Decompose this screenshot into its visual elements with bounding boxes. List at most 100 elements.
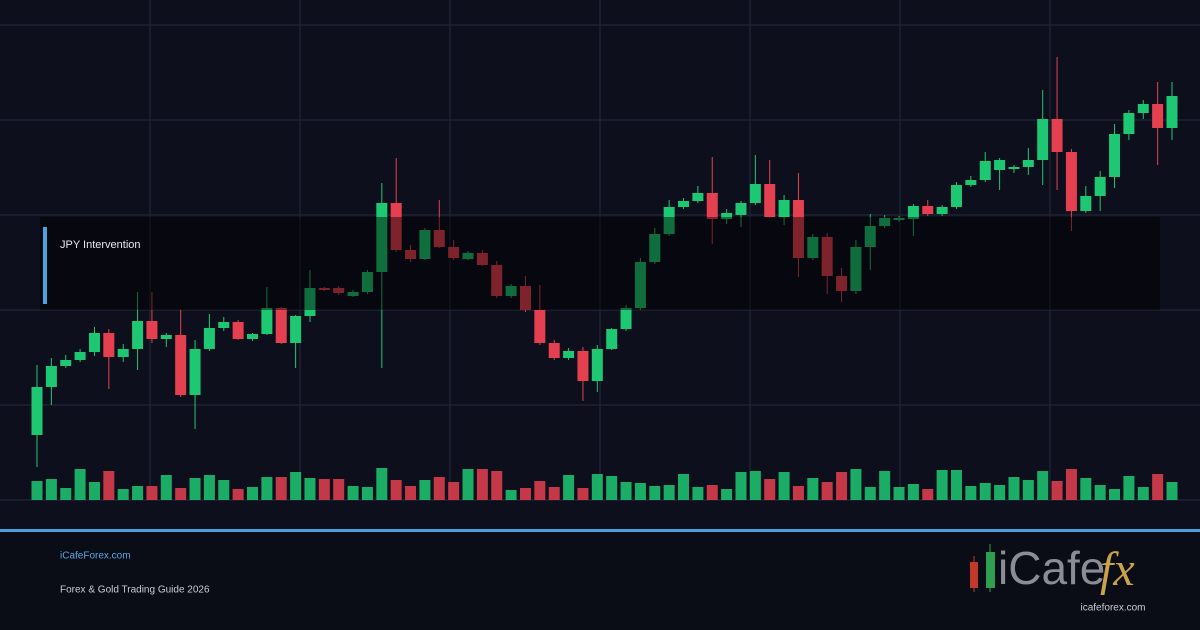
- volume-bar: [850, 469, 862, 500]
- volume-bar: [103, 471, 115, 500]
- volume-bar: [893, 487, 905, 500]
- volume-bar: [879, 471, 891, 500]
- volume-bar: [117, 489, 129, 500]
- candle-body: [1094, 177, 1106, 196]
- candle-body: [907, 206, 919, 219]
- volume-bar: [1094, 485, 1106, 500]
- volume-bar: [261, 477, 273, 500]
- candle-body: [563, 351, 575, 358]
- candle-body: [749, 184, 761, 203]
- volume-bar: [31, 481, 43, 500]
- volume-bar: [405, 486, 417, 500]
- candle-body: [448, 247, 460, 258]
- volume-bar: [936, 470, 948, 500]
- annotation-label: JPY Intervention: [60, 239, 141, 251]
- volume-bar: [1051, 481, 1063, 500]
- volume-bar: [563, 475, 575, 500]
- volume-bar: [534, 481, 546, 500]
- volume-bar: [836, 472, 848, 500]
- volume-bar: [1137, 487, 1149, 500]
- volume-bar: [606, 476, 618, 500]
- volume-bar: [792, 486, 804, 500]
- candle-body: [304, 288, 316, 316]
- grid: [0, 0, 1200, 501]
- volume-bar: [361, 487, 373, 500]
- volume-bar: [45, 479, 57, 500]
- volume-bar: [175, 488, 187, 500]
- volume-bar: [476, 469, 488, 500]
- volume-bar: [1037, 471, 1049, 500]
- candle-body: [60, 360, 72, 366]
- volume-bar: [146, 486, 158, 500]
- candle-body: [706, 193, 718, 219]
- volume-bar: [749, 471, 761, 500]
- volume-bar: [433, 477, 445, 500]
- volume-bar: [706, 485, 718, 500]
- volume-bar: [994, 485, 1006, 500]
- candle-body: [203, 328, 215, 349]
- candle-body: [1137, 104, 1149, 113]
- volume-bar: [721, 489, 733, 500]
- candle-body: [735, 203, 747, 215]
- candle-body: [132, 321, 144, 349]
- volume-bar: [247, 487, 259, 500]
- candle-body: [390, 203, 402, 250]
- volume-bar: [634, 483, 646, 500]
- site-link[interactable]: iCafeForex.com: [60, 551, 131, 562]
- volume-bar: [505, 490, 517, 500]
- volume-bar: [132, 486, 144, 500]
- candle-body: [893, 218, 905, 220]
- volume-bar: [333, 479, 345, 500]
- volume-bar: [390, 480, 402, 500]
- volume-bar: [692, 487, 704, 500]
- candle-body: [620, 308, 632, 329]
- candle-body: [275, 308, 287, 343]
- volume-bar: [491, 471, 503, 500]
- volume-bar: [591, 474, 603, 500]
- volume-bar: [290, 472, 302, 500]
- annotation-band: [40, 217, 1160, 310]
- volume-bar: [1065, 469, 1077, 500]
- candle-body: [692, 193, 704, 201]
- logo-text: iCafe: [998, 542, 1105, 594]
- volume-bar: [347, 486, 359, 500]
- volume-bar: [1123, 476, 1135, 500]
- volume-bar: [922, 489, 934, 500]
- volume-bar: [1008, 477, 1020, 500]
- footer-background: [0, 533, 1200, 630]
- candle-body: [591, 349, 603, 381]
- candle-body: [146, 321, 158, 339]
- volume-bar: [218, 480, 230, 500]
- volume-bar: [577, 488, 589, 500]
- volume-bar: [864, 487, 876, 500]
- candle-body: [1166, 96, 1178, 128]
- candle-body: [1008, 167, 1020, 169]
- volume-bar: [88, 482, 100, 500]
- annotation: JPY Intervention: [40, 217, 1160, 310]
- candle-body: [433, 230, 445, 247]
- candle-body: [491, 265, 503, 296]
- candle-body: [994, 160, 1006, 170]
- candle-body: [1080, 196, 1092, 211]
- volume-bar: [189, 478, 201, 500]
- candle-body: [290, 316, 302, 343]
- candle-body: [318, 288, 330, 290]
- volume-bar: [649, 486, 661, 500]
- volume-bar: [275, 477, 287, 500]
- logo-accent: fx: [1100, 543, 1135, 596]
- divider: [0, 529, 1200, 532]
- candle-body: [778, 200, 790, 217]
- candle-body: [218, 322, 230, 328]
- candle-body: [189, 349, 201, 395]
- volume-bar: [448, 482, 460, 500]
- candle-body: [88, 333, 100, 352]
- candle-body: [678, 201, 690, 207]
- candle-body: [160, 335, 172, 339]
- candle-body: [476, 253, 488, 265]
- candle-body: [247, 334, 259, 339]
- candle-body: [936, 207, 948, 214]
- logo-candle: [986, 552, 995, 588]
- candle-body: [721, 213, 733, 219]
- candle-body: [979, 161, 991, 180]
- volume-bar: [203, 475, 215, 500]
